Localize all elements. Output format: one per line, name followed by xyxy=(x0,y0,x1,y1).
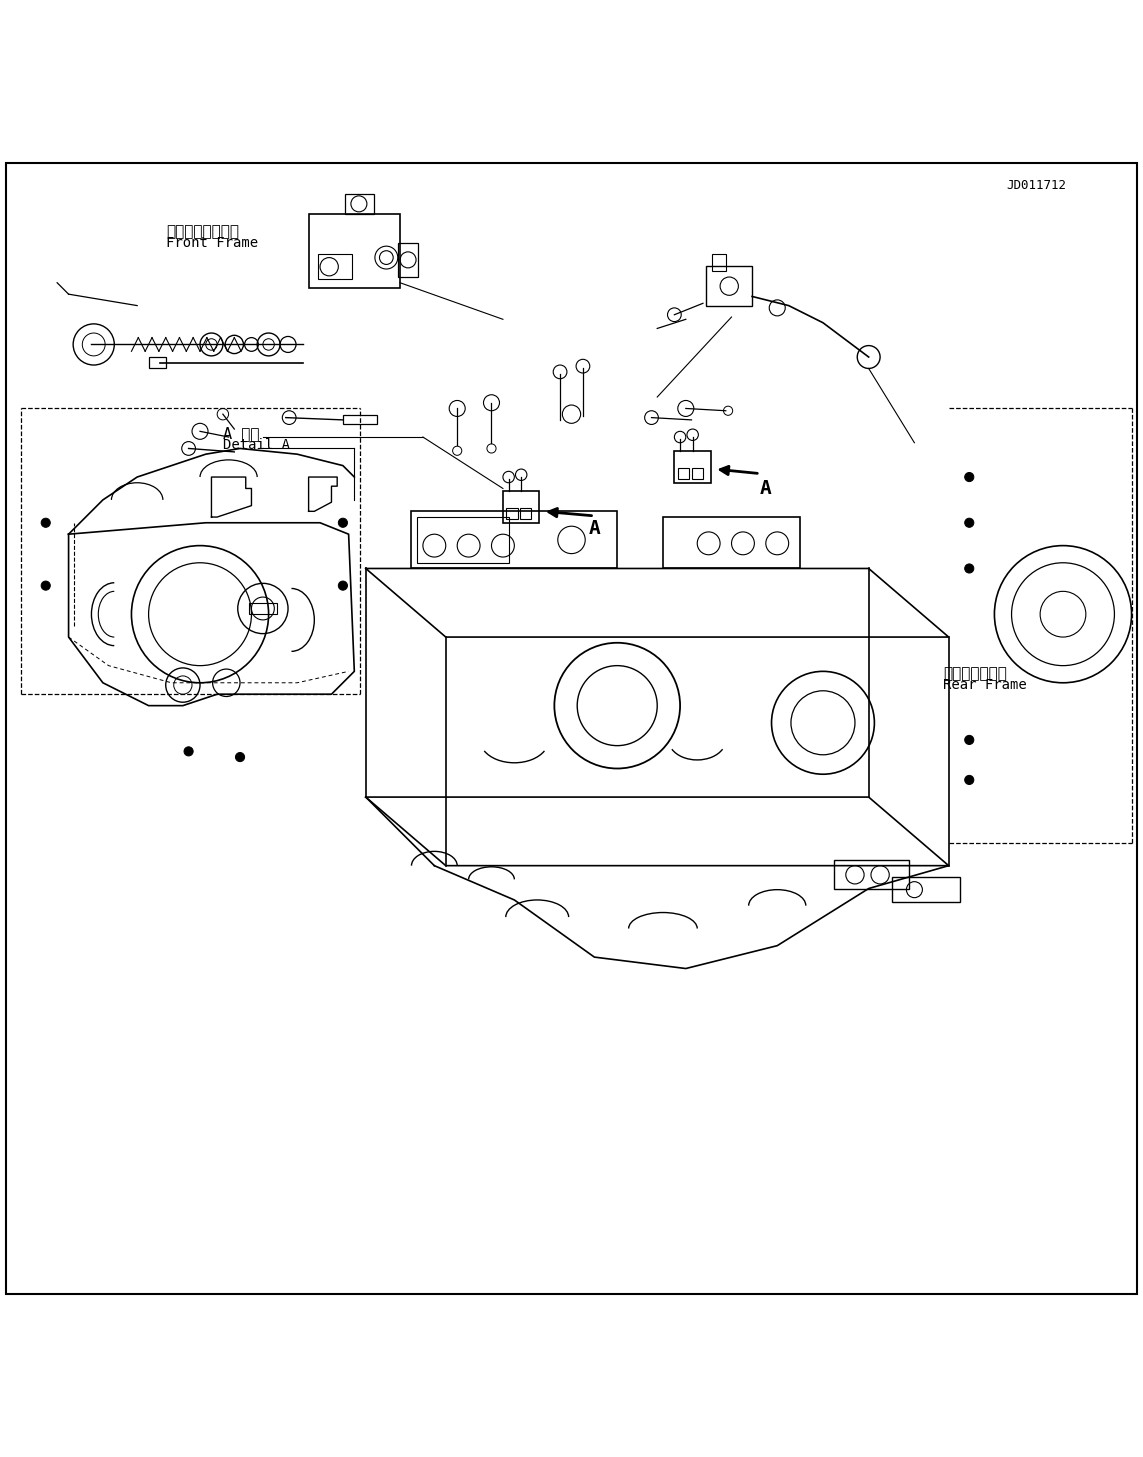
Bar xyxy=(411,511,617,568)
Circle shape xyxy=(965,519,974,527)
Bar xyxy=(674,450,711,482)
Text: JD011712: JD011712 xyxy=(1006,179,1065,192)
Text: Detail A: Detail A xyxy=(223,439,290,452)
Bar xyxy=(343,415,377,424)
Text: Rear Frame: Rear Frame xyxy=(943,678,1026,692)
Bar xyxy=(417,517,509,562)
Circle shape xyxy=(965,472,974,482)
Bar xyxy=(692,468,703,479)
Bar xyxy=(309,214,400,288)
Circle shape xyxy=(965,775,974,784)
Bar xyxy=(834,860,909,889)
Circle shape xyxy=(235,752,245,762)
Bar xyxy=(506,508,518,519)
Bar xyxy=(345,194,374,214)
Circle shape xyxy=(41,519,50,527)
Bar xyxy=(149,357,166,369)
Text: リヤーフレーム: リヤーフレーム xyxy=(943,666,1007,680)
Bar xyxy=(706,265,752,306)
Bar xyxy=(398,243,418,277)
Circle shape xyxy=(184,747,193,756)
Bar xyxy=(520,508,531,519)
Bar xyxy=(503,491,539,523)
Bar xyxy=(678,468,689,479)
Bar xyxy=(318,254,352,280)
Circle shape xyxy=(338,581,347,590)
Bar xyxy=(712,254,726,271)
Text: Front Frame: Front Frame xyxy=(166,236,258,249)
Bar xyxy=(249,603,277,615)
Text: A: A xyxy=(760,479,772,498)
Bar xyxy=(663,517,800,568)
Text: A: A xyxy=(589,519,600,538)
Circle shape xyxy=(41,581,50,590)
Circle shape xyxy=(338,519,347,527)
Circle shape xyxy=(965,736,974,745)
Text: A 詳細: A 詳細 xyxy=(223,425,259,441)
Text: フロントフレーム: フロントフレーム xyxy=(166,224,239,239)
Bar xyxy=(892,877,960,902)
Circle shape xyxy=(965,564,974,573)
